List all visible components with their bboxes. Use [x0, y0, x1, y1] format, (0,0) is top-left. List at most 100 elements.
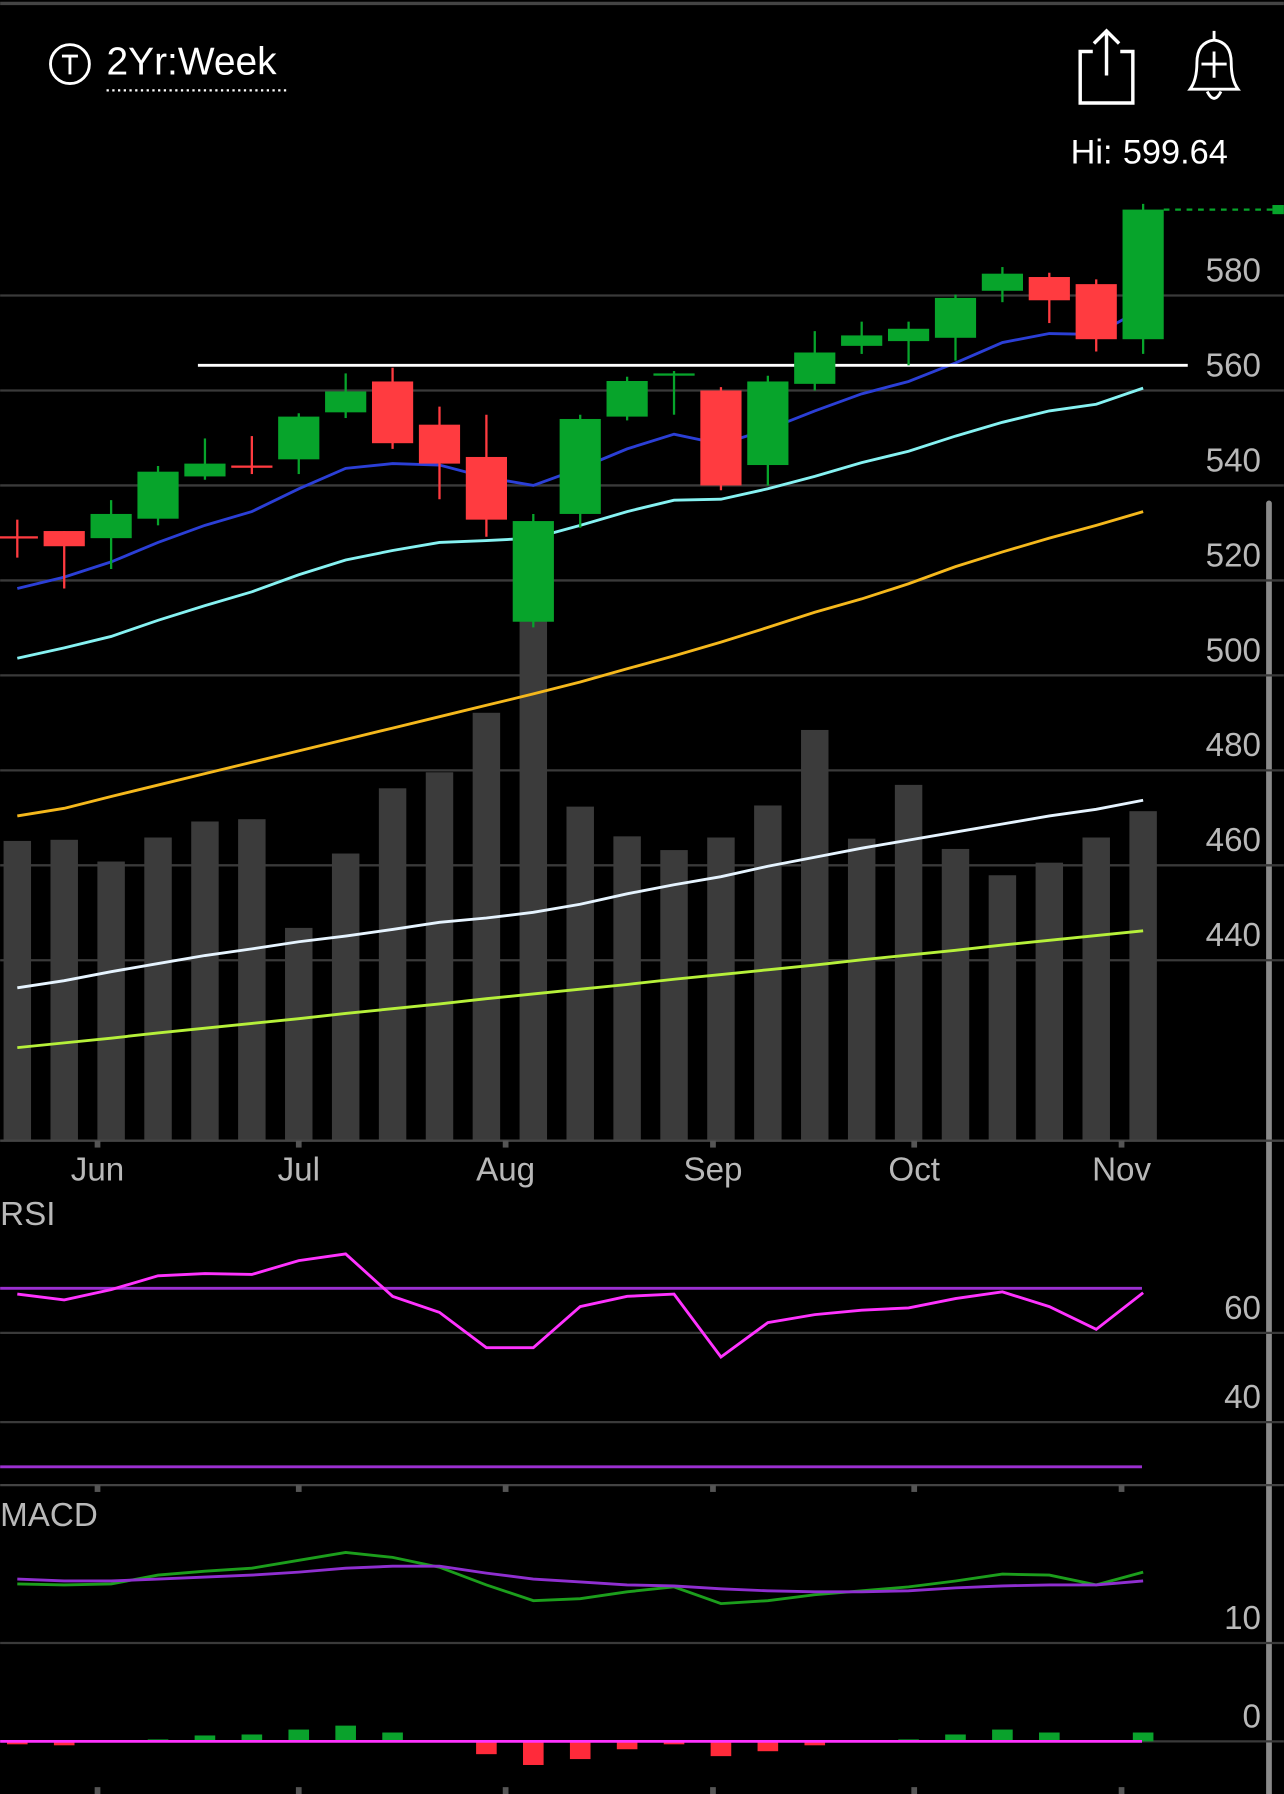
candle-body: [700, 390, 742, 486]
volume-bar: [1082, 837, 1110, 1141]
high-label: Hi: 599.64: [1071, 134, 1228, 172]
indicator-line: [17, 1551, 1144, 1606]
y-tick-label: 460: [1206, 822, 1261, 859]
histogram-bar: [1132, 1732, 1154, 1742]
histogram-bar: [1039, 1732, 1060, 1742]
candle-body: [1122, 209, 1164, 340]
alert-button[interactable]: [1187, 30, 1241, 100]
histogram-bar: [616, 1741, 638, 1750]
volume-bar: [472, 712, 501, 1141]
candle-body: [1028, 277, 1070, 301]
ticker-icon[interactable]: [49, 43, 91, 85]
y-tick-label: 560: [1206, 347, 1261, 384]
histogram-bar: [757, 1741, 779, 1752]
volume-bar: [425, 772, 454, 1141]
candle-body: [747, 381, 789, 466]
histogram-bar: [992, 1729, 1013, 1742]
candle-body: [465, 456, 507, 520]
x-tick-label: Jun: [71, 1151, 124, 1188]
histogram-bar: [945, 1734, 966, 1742]
histogram-bar: [663, 1741, 685, 1745]
candle-body: [43, 531, 85, 547]
histogram-bar: [804, 1741, 826, 1746]
histogram-bar: [194, 1735, 216, 1742]
volume-bar: [191, 821, 219, 1141]
histogram-bar: [569, 1741, 591, 1760]
volume-bar: [660, 850, 688, 1141]
volume-bar: [941, 848, 970, 1141]
y-tick-label: 60: [1224, 1290, 1261, 1327]
indicator-line: [17, 798, 1144, 990]
volume-bar: [566, 806, 594, 1141]
volume-bar: [331, 853, 360, 1141]
panel-title: MACD: [0, 1497, 98, 1534]
volume-bar: [1035, 862, 1064, 1141]
volume-bar: [3, 840, 32, 1141]
volume-bar: [894, 784, 923, 1141]
volume-bar: [97, 861, 125, 1141]
high-label-text: Hi:: [1071, 134, 1113, 172]
x-tick-label: Oct: [888, 1151, 940, 1188]
histogram-bar: [288, 1729, 310, 1742]
y-tick-label: 540: [1206, 442, 1261, 479]
histogram-bar: [335, 1725, 356, 1742]
volume-bar: [801, 729, 829, 1141]
y-tick-label: 0: [1243, 1698, 1261, 1735]
candle-body: [887, 328, 930, 342]
y-tick-label: 500: [1206, 632, 1261, 669]
histogram-bar: [382, 1732, 403, 1742]
x-tick-label: Sep: [683, 1151, 742, 1188]
x-tick-label: Jul: [278, 1151, 320, 1188]
y-tick-label: 480: [1206, 727, 1261, 764]
x-tick-label: Nov: [1092, 1151, 1151, 1188]
candle-body: [934, 297, 977, 338]
indicator-line: [17, 929, 1144, 1050]
share-button[interactable]: [1078, 28, 1135, 105]
candle-body: [512, 521, 554, 622]
volume-bar: [988, 875, 1017, 1141]
histogram-bar: [710, 1741, 732, 1757]
volume-bar: [144, 837, 172, 1141]
candle-body: [325, 391, 367, 413]
histogram-bar: [476, 1741, 497, 1755]
volume-bar: [754, 805, 782, 1141]
candle-body: [137, 471, 179, 519]
indicator-line: [17, 1252, 1145, 1360]
volume-bar: [847, 838, 876, 1141]
histogram-bar: [523, 1741, 544, 1765]
candle-body: [606, 380, 648, 417]
histogram-bar: [53, 1741, 75, 1746]
candle-body: [841, 335, 883, 346]
volume-bar: [238, 819, 266, 1141]
volume-bar: [285, 927, 313, 1141]
candle-body: [371, 381, 414, 444]
candle-body: [184, 463, 226, 477]
panel-title: RSI: [0, 1196, 55, 1233]
y-tick-label: 580: [1206, 252, 1261, 289]
histogram-bar: [7, 1741, 28, 1745]
volume-bar: [707, 837, 735, 1141]
y-tick-label: 440: [1206, 917, 1261, 954]
candle-body: [794, 352, 836, 384]
volume-bar: [378, 788, 407, 1141]
candle-body: [981, 273, 1023, 291]
candle-body: [653, 373, 695, 376]
volume-bar: [50, 839, 78, 1141]
last-price-tag: [1272, 205, 1284, 215]
y-tick-label: 10: [1224, 1600, 1261, 1637]
candle-body: [418, 424, 461, 464]
y-tick-label: 520: [1206, 537, 1261, 574]
candle-body: [559, 418, 601, 514]
volume-bar: [613, 836, 641, 1141]
candle-body: [231, 465, 273, 468]
histogram-bar: [241, 1734, 263, 1742]
range-selector[interactable]: 2Yr:Week: [107, 40, 278, 83]
indicator-line: [17, 510, 1144, 818]
candle-body: [90, 513, 132, 539]
volume-bar: [519, 606, 548, 1141]
x-tick-label: Aug: [476, 1151, 535, 1188]
candle-body: [0, 536, 38, 539]
y-tick-label: 40: [1224, 1379, 1261, 1416]
